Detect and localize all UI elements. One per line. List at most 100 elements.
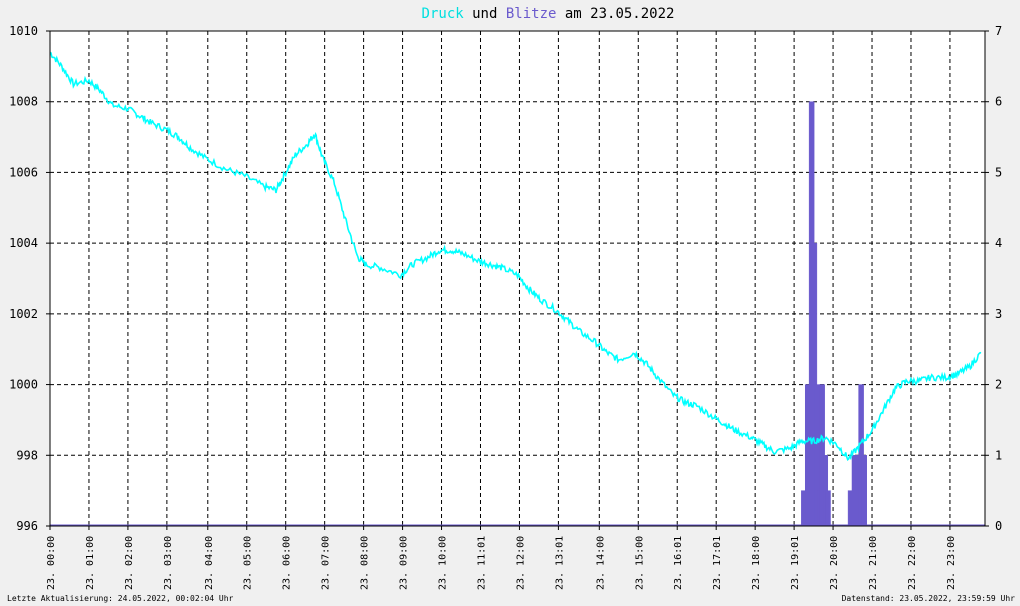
y-right-tick-label: 4: [995, 236, 1002, 250]
x-tick-time: 18:00: [751, 536, 762, 566]
x-tick-day: 23.: [790, 572, 801, 590]
x-tick-time: 07:00: [321, 536, 332, 566]
x-tick-day: 23.: [85, 572, 96, 590]
x-tick-label: 23. 17:01: [712, 536, 723, 590]
y-right-tick-label: 5: [995, 165, 1002, 179]
title-date: am 23.05.2022: [556, 6, 674, 22]
x-tick-label: 23. 00:00: [46, 536, 57, 590]
footer-data-status: Datenstand: 23.05.2022, 23:59:59 Uhr: [842, 594, 1016, 603]
x-tick-label: 23. 14:00: [595, 536, 606, 590]
y-right-tick-label: 1: [995, 448, 1002, 462]
x-tick-time: 02:00: [124, 536, 135, 566]
x-tick-day: 23.: [360, 572, 371, 590]
lightning-bar: [825, 490, 831, 527]
title-and: und: [464, 6, 506, 22]
chart-title: Druck und Blitze am 23.05.2022: [422, 6, 675, 22]
x-tick-label: 23. 09:00: [399, 536, 410, 590]
y-left-tick-label: 1010: [9, 24, 38, 38]
x-tick-day: 23.: [673, 572, 684, 590]
x-tick-day: 23.: [751, 572, 762, 590]
x-tick-label: 23. 12:00: [515, 536, 526, 590]
x-tick-label: 23. 11:01: [476, 536, 487, 590]
x-tick-time: 03:00: [163, 536, 174, 566]
x-tick-time: 23:00: [946, 536, 957, 566]
y-right-tick-label: 3: [995, 307, 1002, 321]
x-tick-time: 22:00: [907, 536, 918, 566]
x-tick-time: 20:00: [829, 536, 840, 566]
x-tick-day: 23.: [163, 572, 174, 590]
title-pressure: Druck: [422, 6, 465, 22]
x-tick-label: 23. 01:00: [85, 536, 96, 590]
x-tick-label: 23. 15:00: [634, 536, 645, 590]
x-tick-label: 23. 05:00: [243, 536, 254, 590]
x-tick-label: 23. 19:01: [790, 536, 801, 590]
x-tick-label: 23. 20:00: [829, 536, 840, 590]
x-tick-day: 23.: [946, 572, 957, 590]
y-left-tick-label: 998: [16, 448, 38, 462]
x-tick-label: 23. 07:00: [321, 536, 332, 590]
y-right-tick-label: 6: [995, 95, 1002, 109]
x-tick-label: 23. 21:00: [868, 536, 879, 590]
x-tick-day: 23.: [243, 572, 254, 590]
x-tick-label: 23. 03:00: [163, 536, 174, 590]
x-tick-day: 23.: [595, 572, 606, 590]
x-tick-time: 17:01: [712, 536, 723, 566]
x-tick-day: 23.: [399, 572, 410, 590]
x-tick-label: 23. 06:00: [282, 536, 293, 590]
y-axis-left-ticks: 996 998 1000 1002 1004 1006 1008 1010: [9, 24, 50, 533]
x-tick-day: 23.: [829, 572, 840, 590]
y-axis-right-ticks: 0 1 2 3 4 5 6 7: [985, 24, 1002, 533]
y-left-tick-label: 1004: [9, 236, 38, 250]
x-tick-time: 04:00: [204, 536, 215, 566]
y-left-tick-label: 996: [16, 519, 38, 533]
y-left-tick-label: 1000: [9, 378, 38, 392]
x-tick-day: 23.: [476, 572, 487, 590]
y-left-tick-label: 1008: [9, 95, 38, 109]
footer-last-update: Letzte Aktualisierung: 24.05.2022, 00:02…: [7, 594, 234, 603]
pressure-line-group: [49, 51, 982, 462]
x-tick-time: 10:00: [438, 536, 449, 566]
x-tick-time: 00:00: [46, 536, 57, 566]
x-tick-day: 23.: [438, 572, 449, 590]
x-axis-ticks: 23. 00:00 23. 01:00 23. 02:00 23. 03:00 23. 04:00…: [46, 526, 957, 590]
x-tick-label: 23. 10:00: [438, 536, 449, 590]
x-tick-time: 19:01: [790, 536, 801, 566]
x-tick-time: 08:00: [360, 536, 371, 566]
y-right-tick-label: 7: [995, 24, 1002, 38]
title-lightning: Blitze: [506, 6, 557, 22]
x-tick-day: 23.: [907, 572, 918, 590]
x-tick-label: 23. 16:01: [673, 536, 684, 590]
y-right-tick-label: 2: [995, 378, 1002, 392]
x-tick-time: 14:00: [595, 536, 606, 566]
x-tick-time: 12:00: [515, 536, 526, 566]
x-tick-time: 11:01: [476, 536, 487, 566]
pressure-line: [49, 51, 982, 462]
x-tick-label: 23. 04:00: [204, 536, 215, 590]
x-tick-time: 21:00: [868, 536, 879, 566]
x-tick-time: 06:00: [282, 536, 293, 566]
x-tick-label: 23. 23:00: [946, 536, 957, 590]
x-tick-day: 23.: [321, 572, 332, 590]
x-tick-time: 16:01: [673, 536, 684, 566]
axes: [49, 30, 986, 527]
x-tick-label: 23. 02:00: [124, 536, 135, 590]
x-tick-day: 23.: [554, 572, 565, 590]
x-tick-day: 23.: [712, 572, 723, 590]
x-tick-day: 23.: [46, 572, 57, 590]
x-tick-day: 23.: [634, 572, 645, 590]
plot-border: [49, 30, 986, 527]
x-tick-time: 09:00: [399, 536, 410, 566]
x-tick-time: 13:01: [554, 536, 565, 566]
y-left-tick-label: 1006: [9, 165, 38, 179]
x-tick-day: 23.: [868, 572, 879, 590]
y-right-tick-label: 0: [995, 519, 1002, 533]
x-tick-time: 05:00: [243, 536, 254, 566]
x-tick-time: 15:00: [634, 536, 645, 566]
x-tick-label: 23. 22:00: [907, 536, 918, 590]
lightning-bar: [861, 455, 867, 527]
x-tick-day: 23.: [515, 572, 526, 590]
x-tick-time: 01:00: [85, 536, 96, 566]
x-tick-day: 23.: [204, 572, 215, 590]
x-tick-day: 23.: [282, 572, 293, 590]
